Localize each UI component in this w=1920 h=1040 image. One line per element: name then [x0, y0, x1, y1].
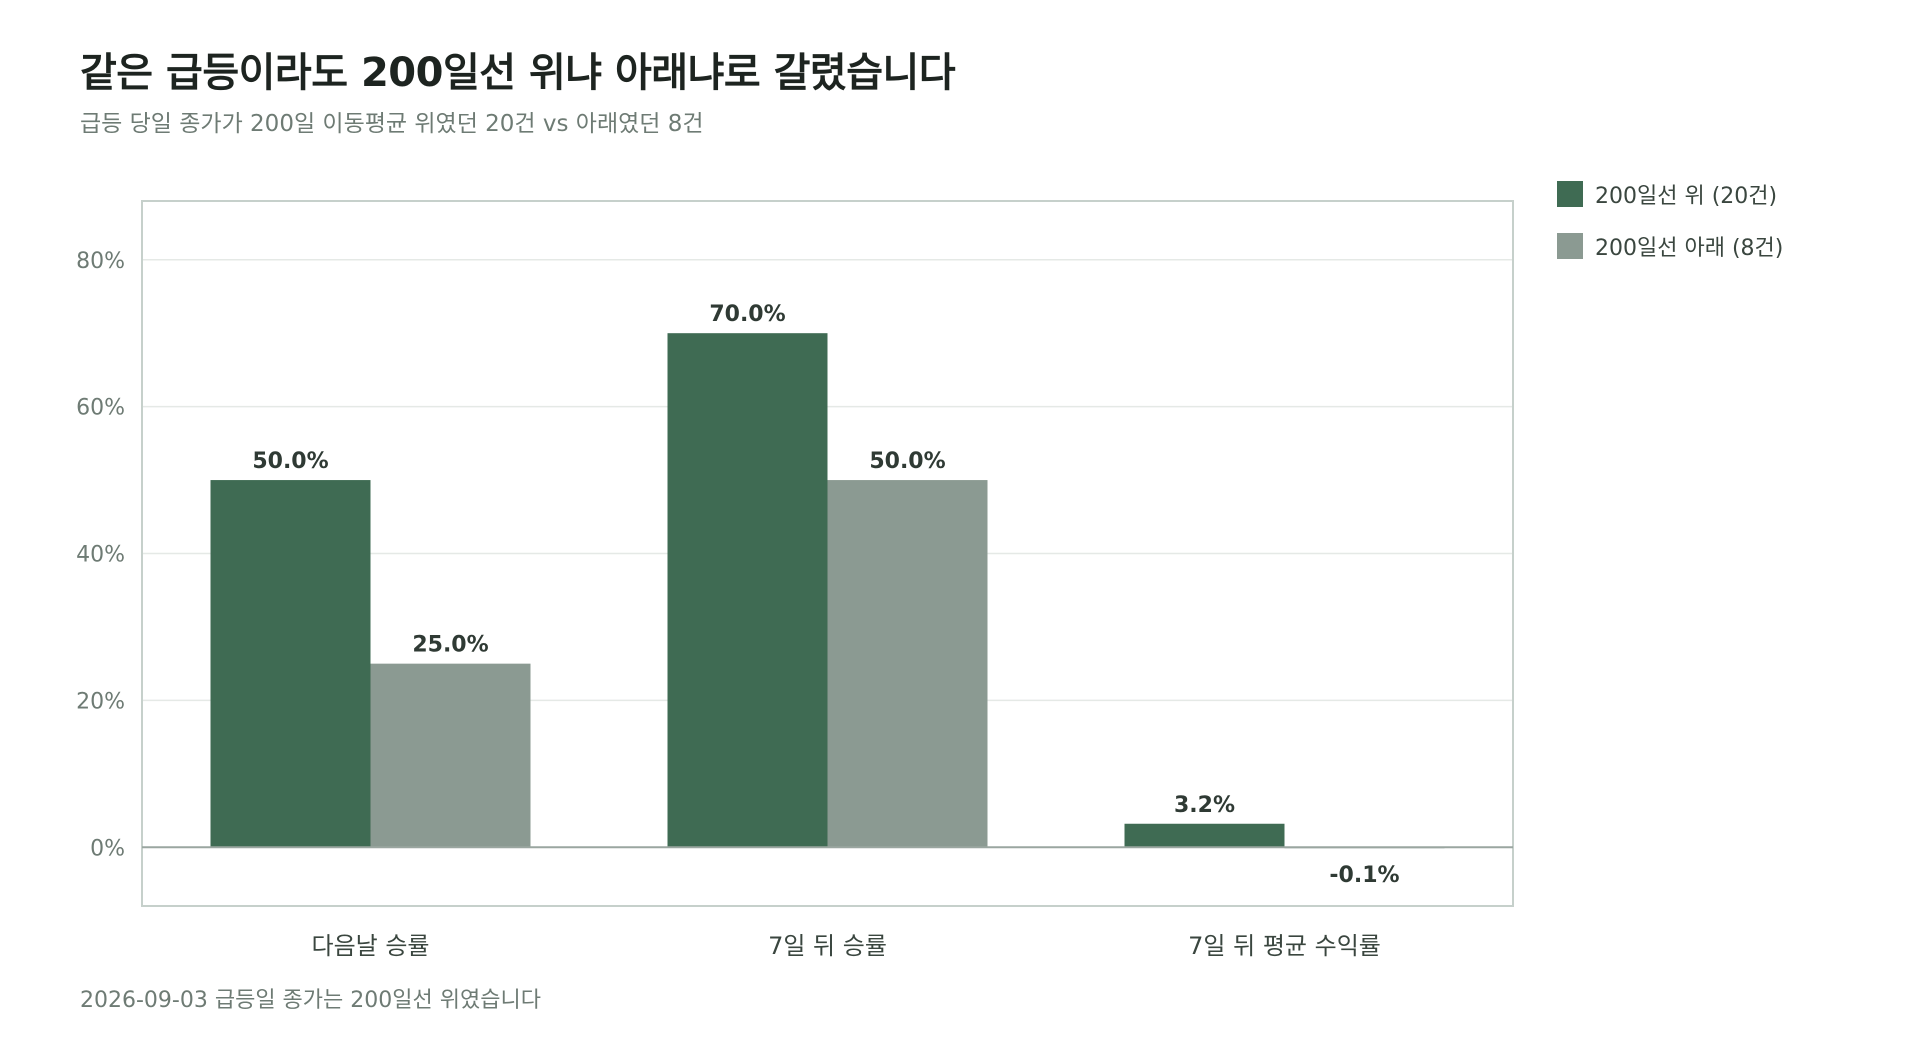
legend-swatch-above [1557, 181, 1583, 207]
data-label: 50.0% [869, 449, 945, 474]
legend-label-below: 200일선 아래 (8건) [1595, 236, 1784, 261]
y-tick-label: 20% [76, 689, 125, 714]
data-label: 70.0% [709, 302, 785, 327]
data-label: -0.1% [1329, 863, 1399, 888]
bar [1124, 823, 1285, 848]
x-tick-label: 7일 뒤 평균 수익률 [1188, 932, 1381, 960]
bar [210, 480, 371, 848]
legend-swatch-below [1557, 233, 1583, 259]
y-tick-label: 0% [90, 836, 125, 861]
legend: 200일선 위 (20건) 200일선 아래 (8건) [1557, 180, 1783, 284]
x-tick-label: 7일 뒤 승률 [768, 932, 887, 960]
chart-title: 같은 급등이라도 200일선 위냐 아래냐로 갈렸습니다 [80, 50, 956, 96]
y-tick-label: 80% [76, 249, 125, 274]
x-tick-label: 다음날 승률 [311, 932, 429, 960]
bar [827, 480, 988, 848]
y-tick-label: 60% [76, 396, 125, 421]
legend-item-below: 200일선 아래 (8건) [1557, 232, 1784, 261]
plot-frame [141, 200, 1514, 907]
bar [370, 663, 531, 848]
y-tick-label: 40% [76, 543, 125, 568]
bar [667, 333, 828, 848]
footnote: 2026-09-03 급등일 종가는 200일선 위였습니다 [80, 988, 541, 1013]
data-label: 25.0% [412, 633, 488, 658]
data-label: 3.2% [1174, 793, 1235, 818]
chart-subtitle: 급등 당일 종가가 200일 이동평균 위였던 20건 vs 아래였던 8건 [80, 111, 704, 137]
legend-item-above: 200일선 위 (20건) [1557, 180, 1783, 209]
data-label: 50.0% [252, 449, 328, 474]
legend-label-above: 200일선 위 (20건) [1595, 184, 1778, 209]
